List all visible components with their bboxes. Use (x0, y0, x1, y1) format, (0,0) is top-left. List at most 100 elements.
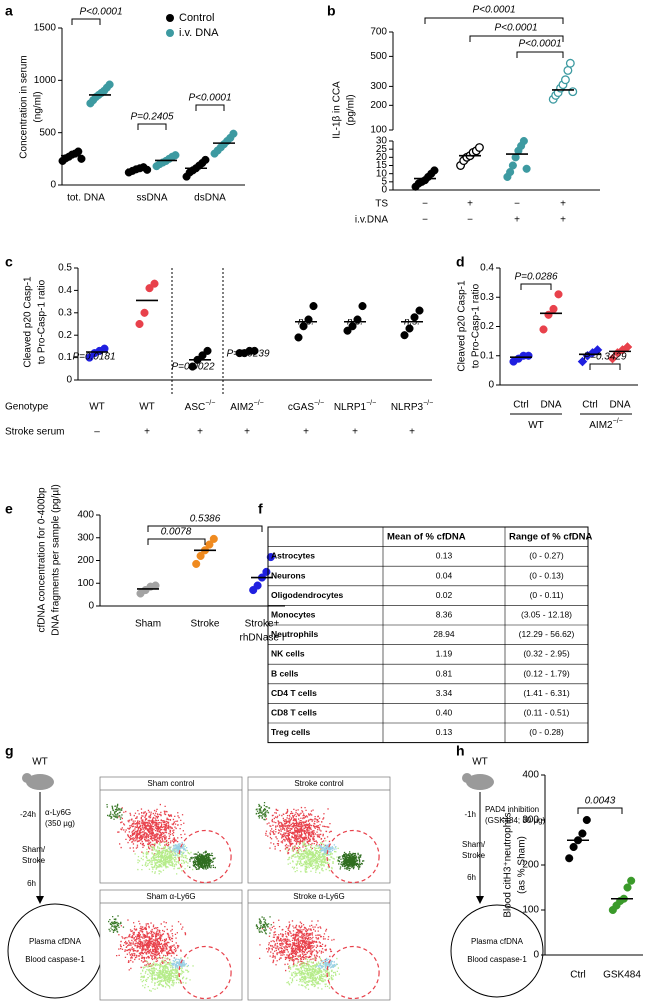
x-tick-label: AIM2−/− (230, 400, 263, 413)
table-cell: 0.40 (436, 707, 453, 717)
tsne-cells (106, 803, 123, 820)
table-cell: Monocytes (271, 609, 316, 619)
panel-label: d (456, 254, 465, 270)
bracket (147, 525, 263, 532)
y-tick-label: 0 (381, 185, 387, 196)
group-label: WT (528, 420, 544, 431)
point (565, 854, 574, 863)
point (474, 143, 484, 152)
tsne-cells (255, 802, 271, 821)
surgery: Sham/ (462, 840, 486, 849)
tsne-title: Stroke α-Ly6G (293, 892, 344, 901)
treatment: (350 µg) (45, 819, 75, 828)
bracket (71, 18, 101, 25)
x-axis-label: Genotype (5, 402, 49, 413)
legend-label: Control (179, 12, 214, 24)
row-value: + (467, 199, 473, 210)
y-tick-label: 0.4 (58, 285, 72, 296)
x-tick-label: DNA (609, 400, 630, 411)
table-cell: (0.11 - 0.51) (524, 707, 570, 717)
y-axis-label: IL-1β in CCA (332, 81, 343, 139)
x-tick-label: ASC (185, 402, 206, 413)
annotation: P=0.0286 (514, 272, 558, 283)
row-label: Stroke serum (5, 427, 64, 438)
x-tick-label: GSK484 (603, 970, 641, 981)
point (188, 362, 197, 371)
tsne-cells (189, 850, 216, 870)
annotation: P<0.0001 (79, 7, 122, 18)
table-cell: 0.13 (436, 551, 453, 561)
y-tick-label: 700 (370, 27, 387, 38)
point (358, 302, 367, 311)
x-tick-label: Sham (135, 619, 161, 630)
point (430, 166, 439, 175)
x-tick-label: tot. DNA (67, 193, 105, 204)
y-tick-label: 200 (77, 555, 94, 566)
x-tick-label: rhDNase I (239, 633, 284, 644)
point (554, 290, 563, 299)
point (415, 306, 424, 315)
mouse-icon (466, 774, 494, 790)
mouse-icon (22, 773, 32, 783)
x-tick-label: Stroke+ (245, 619, 280, 630)
interval: 6h (467, 873, 476, 882)
superscript: −/− (366, 400, 376, 407)
point (192, 559, 201, 568)
panel-label: h (456, 743, 465, 759)
treatment: (GSK484; 50 µg) (485, 816, 546, 825)
arrow-head (36, 896, 44, 904)
tsne-cells (117, 803, 186, 855)
table-cell: (3.05 - 12.18) (521, 609, 572, 619)
row-value: – (94, 427, 100, 438)
point (549, 304, 558, 314)
table-cell: 3.34 (436, 688, 453, 698)
y-tick-label: 500 (370, 51, 387, 62)
y-tick-label: 300 (370, 81, 387, 92)
table-cell: 8.36 (436, 609, 453, 619)
row-value: − (422, 199, 428, 210)
group-label: WT (528, 420, 544, 431)
readout-circle (7, 903, 103, 999)
y-tick-label: 300 (77, 532, 94, 543)
tsne-title: Stroke control (294, 779, 344, 788)
gate (326, 945, 380, 1000)
point (266, 553, 275, 562)
row-value: − (467, 215, 473, 226)
table-cell: Neurons (271, 570, 306, 580)
point (105, 80, 114, 89)
surgery: Stroke (22, 856, 46, 865)
annotation: 0.0043 (585, 796, 616, 807)
row-value: + (514, 215, 520, 226)
point (309, 302, 318, 311)
time: -1h (464, 810, 476, 819)
x-tick-label: WT (139, 402, 155, 413)
mouse-label: WT (32, 757, 48, 768)
point (405, 324, 414, 333)
x-tick-label: ssDNA (136, 193, 167, 204)
tsne-cells (169, 841, 188, 856)
y-tick-label: 100 (522, 905, 539, 916)
table-cell: 0.81 (436, 668, 453, 678)
y-tick-label: 0 (66, 375, 72, 386)
row-value: + (352, 427, 358, 438)
panel-label: e (5, 501, 13, 517)
annotation: P=0.0181 (72, 352, 115, 363)
row-value: + (244, 427, 250, 438)
table-header: Range of % cfDNA (509, 531, 593, 542)
y-tick-label: 1000 (34, 75, 57, 86)
tsne-cells (337, 851, 365, 871)
table-cell: Astrocytes (271, 551, 315, 561)
table-cell: (0.12 - 1.79) (523, 668, 569, 678)
table-cell: 1.19 (436, 649, 453, 659)
point (205, 540, 214, 549)
tsne-cells (259, 919, 335, 972)
y-tick-label: 5 (381, 176, 387, 187)
bracket (424, 17, 564, 24)
readout: Plasma cfDNA (29, 937, 82, 946)
point (203, 346, 212, 355)
point (171, 151, 180, 160)
annotation: n.s. (347, 317, 363, 328)
y-tick-label: 10 (376, 168, 388, 179)
row-value: + (197, 427, 203, 438)
